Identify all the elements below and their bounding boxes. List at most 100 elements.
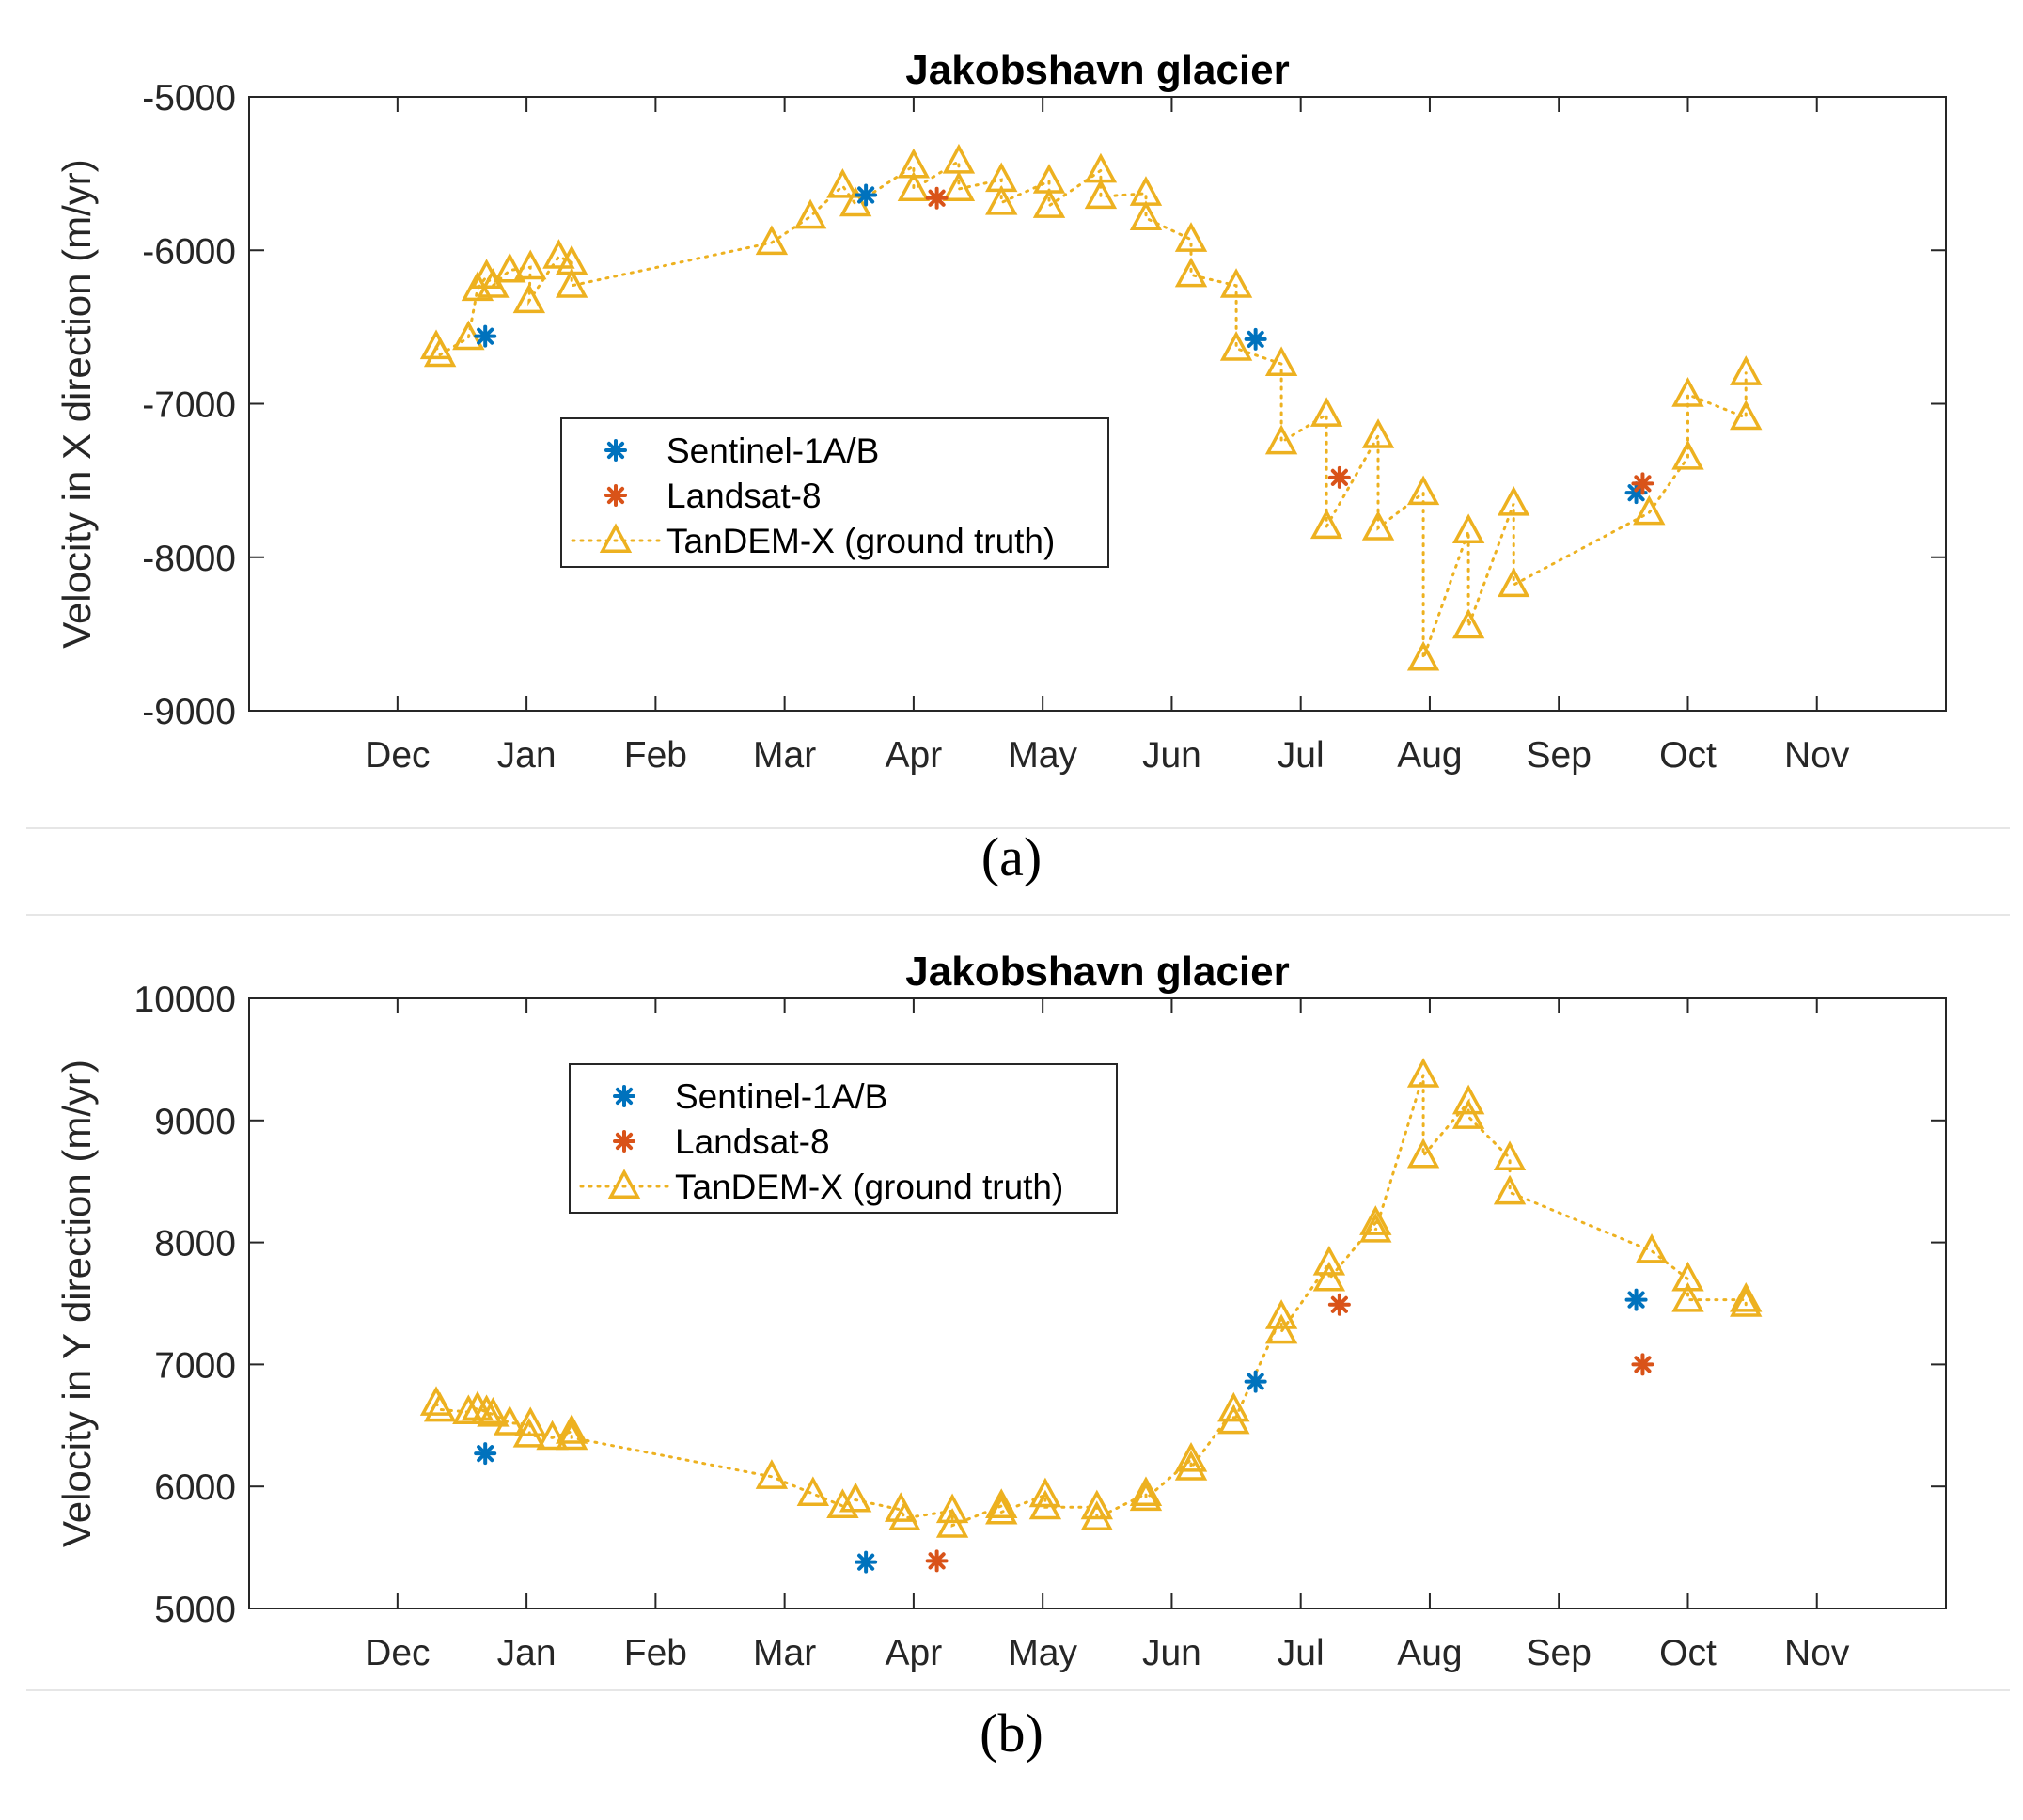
series-landsat-8 bbox=[925, 1293, 1654, 1573]
data-point-triangle bbox=[1219, 331, 1253, 361]
data-point-triangle bbox=[542, 239, 575, 269]
data-point-triangle bbox=[514, 249, 547, 280]
series-sentinel-1a-b bbox=[474, 183, 1648, 505]
data-point-triangle bbox=[1264, 424, 1298, 455]
legend-triangle-icon bbox=[607, 1169, 641, 1199]
data-point-triangle bbox=[1129, 1476, 1163, 1506]
data-point-triangle bbox=[1493, 1174, 1527, 1205]
data-point-triangle bbox=[985, 1494, 1018, 1525]
data-point-triangle bbox=[1493, 1140, 1527, 1171]
data-point-triangle bbox=[755, 1459, 789, 1489]
data-point-triangle bbox=[512, 283, 546, 314]
x-tick-label: Nov bbox=[1784, 735, 1850, 776]
chart-title: Jakobshavn glacier bbox=[905, 47, 1289, 93]
data-point-triangle bbox=[826, 168, 859, 198]
data-point-triangle bbox=[1361, 510, 1395, 541]
data-point-triangle bbox=[1309, 509, 1343, 540]
legend-asterisk-icon bbox=[604, 439, 627, 462]
y-tick-label: 7000 bbox=[154, 1345, 236, 1386]
data-point-asterisk bbox=[855, 1550, 878, 1574]
caption-b: (b) bbox=[980, 1702, 1043, 1764]
legend-label: Landsat-8 bbox=[666, 477, 822, 515]
data-point-triangle bbox=[461, 1390, 494, 1421]
data-point-triangle bbox=[1730, 1281, 1763, 1312]
data-point-triangle bbox=[1174, 1441, 1208, 1472]
data-point-triangle bbox=[1497, 567, 1530, 598]
data-point-triangle bbox=[514, 1406, 547, 1437]
series-tandem-x-ground-truth- bbox=[419, 1058, 1763, 1538]
x-tick-label: Apr bbox=[886, 735, 943, 776]
legend: Sentinel-1A/B Landsat-8 TanDEM-X (ground t… bbox=[560, 417, 1109, 568]
y-tick-label: -8000 bbox=[142, 539, 236, 579]
legend-triangle-icon bbox=[599, 523, 633, 553]
x-tick-label: Jul bbox=[1278, 1633, 1325, 1673]
legend-asterisk-icon bbox=[613, 1130, 635, 1153]
data-point-triangle bbox=[888, 1500, 921, 1530]
chart-title: Jakobshavn glacier bbox=[905, 949, 1289, 995]
data-point-asterisk bbox=[474, 324, 497, 348]
y-axis-label: Velocity in X direction (m/yr) bbox=[55, 159, 99, 649]
data-point-asterisk bbox=[925, 186, 949, 210]
legend-label: Sentinel-1A/B bbox=[666, 431, 879, 470]
data-point-triangle bbox=[536, 1420, 569, 1451]
y-tick-label: -9000 bbox=[142, 692, 236, 732]
data-point-triangle bbox=[1635, 1233, 1669, 1263]
x-tick-label: Jul bbox=[1278, 735, 1325, 776]
x-tick-label: May bbox=[1008, 1633, 1077, 1673]
x-tick-label: Mar bbox=[753, 735, 816, 776]
x-tick-label: Jun bbox=[1142, 735, 1201, 776]
data-point-triangle bbox=[1451, 608, 1485, 639]
x-tick-label: Feb bbox=[624, 735, 687, 776]
data-point-triangle bbox=[1174, 257, 1208, 288]
series-landsat-8 bbox=[925, 186, 1654, 495]
divider-bottom bbox=[26, 1689, 2010, 1691]
data-point-asterisk bbox=[925, 1549, 949, 1573]
data-point-triangle bbox=[839, 1482, 872, 1513]
data-point-asterisk bbox=[1631, 1353, 1654, 1376]
series-tandem-x-ground-truth- bbox=[419, 143, 1763, 671]
data-point-triangle bbox=[1730, 355, 1763, 385]
data-point-triangle bbox=[494, 1405, 526, 1436]
data-point-triangle bbox=[423, 337, 457, 368]
data-point-triangle bbox=[935, 1493, 969, 1524]
data-point-triangle bbox=[477, 1396, 510, 1427]
data-point-triangle bbox=[1730, 1287, 1763, 1317]
data-point-asterisk bbox=[1327, 465, 1351, 489]
chart-panel-a: Jakobshavn glacier -9000 -8000 -7000 -6000 -5… bbox=[55, 47, 1947, 776]
data-point-triangle bbox=[985, 1488, 1018, 1518]
data-point-triangle bbox=[452, 1394, 485, 1425]
x-tick-label: Oct bbox=[1659, 1633, 1717, 1673]
legend-box bbox=[560, 417, 1109, 568]
data-point-triangle bbox=[1451, 513, 1485, 543]
data-point-triangle bbox=[555, 268, 588, 298]
y-tick-label: 10000 bbox=[134, 980, 236, 1020]
data-point-triangle bbox=[1497, 485, 1530, 516]
data-point-triangle bbox=[1671, 377, 1704, 407]
data-point-triangle bbox=[1359, 1212, 1392, 1243]
data-point-triangle bbox=[555, 1420, 588, 1451]
data-point-triangle bbox=[555, 1414, 588, 1444]
y-tick-label: -6000 bbox=[142, 231, 236, 272]
data-point-triangle bbox=[826, 1488, 859, 1518]
data-point-triangle bbox=[1217, 1391, 1250, 1422]
y-tick-label: 5000 bbox=[154, 1590, 236, 1630]
divider-top bbox=[26, 827, 2010, 829]
y-tick-label: 6000 bbox=[154, 1467, 236, 1508]
data-point-triangle bbox=[942, 171, 976, 201]
data-point-triangle bbox=[1264, 1313, 1298, 1344]
data-point-triangle bbox=[1217, 1404, 1250, 1435]
data-point-triangle bbox=[1264, 346, 1298, 377]
data-point-triangle bbox=[839, 186, 872, 217]
data-point-triangle bbox=[1671, 1261, 1704, 1292]
data-point-triangle bbox=[796, 1476, 830, 1506]
x-tick-label: Jun bbox=[1142, 1633, 1201, 1673]
x-tick-label: May bbox=[1008, 735, 1077, 776]
data-point-triangle bbox=[1309, 397, 1343, 427]
data-point-triangle bbox=[1671, 439, 1704, 470]
x-tick-label: Sep bbox=[1527, 735, 1592, 776]
data-point-triangle bbox=[1084, 179, 1118, 210]
legend-label: TanDEM-X (ground truth) bbox=[675, 1168, 1063, 1206]
y-axis-label: Velocity in Y direction (m/yr) bbox=[55, 1059, 99, 1547]
x-tick-label: Dec bbox=[365, 1633, 430, 1673]
data-point-triangle bbox=[1264, 1299, 1298, 1329]
